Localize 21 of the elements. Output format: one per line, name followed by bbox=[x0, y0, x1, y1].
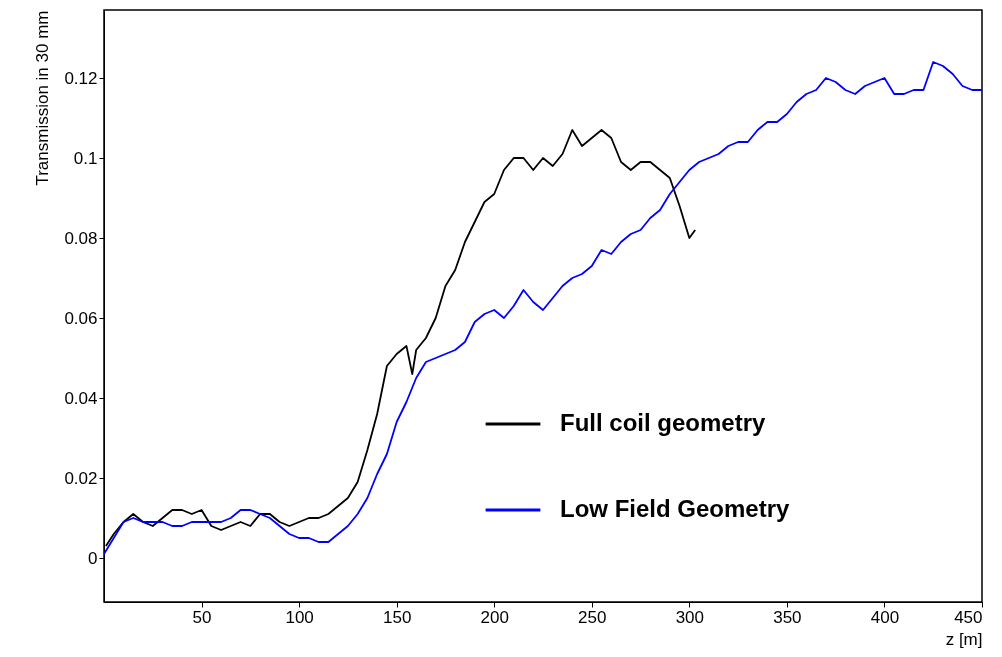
y-tick-label: 0.04 bbox=[64, 388, 98, 408]
x-tick-label: 150 bbox=[382, 607, 412, 627]
x-tick-label: 400 bbox=[870, 607, 900, 627]
y-tick-label: 0.02 bbox=[64, 468, 98, 488]
y-tick-label: 0.1 bbox=[73, 148, 98, 168]
y-tick-label: 0.08 bbox=[64, 228, 98, 248]
y-tick-label: 0.12 bbox=[64, 68, 98, 88]
x-axis-title: z [m] bbox=[945, 629, 983, 649]
line-series bbox=[104, 61, 982, 555]
legend-label: Low Field Geometry bbox=[560, 495, 791, 522]
x-tick-label: 300 bbox=[675, 607, 705, 627]
x-tick-label: 200 bbox=[480, 607, 509, 627]
x-tick-label: 50 bbox=[192, 607, 212, 627]
x-tick-label: 450 bbox=[954, 607, 983, 627]
x-tick-label: 100 bbox=[285, 607, 314, 627]
legend-label: Full coil geometry bbox=[560, 409, 767, 436]
y-tick-label: 0 bbox=[88, 548, 98, 568]
y-axis-title: Transmission in 30 mm bbox=[33, 10, 53, 186]
x-tick-label: 350 bbox=[773, 607, 802, 627]
x-tick-label: 250 bbox=[578, 607, 607, 627]
y-tick-label: 0.06 bbox=[64, 308, 98, 328]
